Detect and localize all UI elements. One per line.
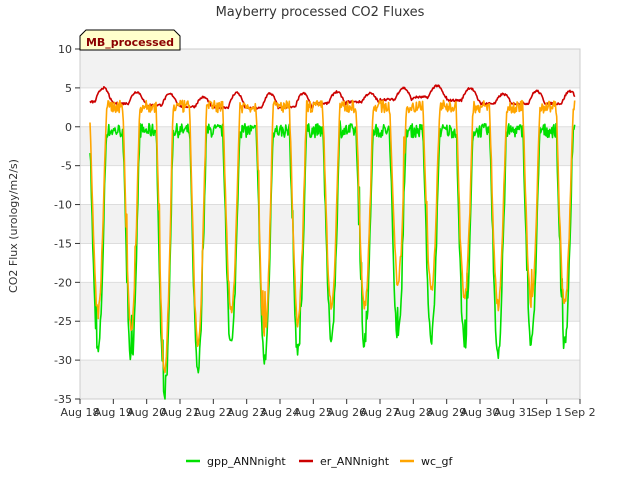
- y-tick-label: 5: [65, 82, 72, 95]
- x-tick-label: Sep 2: [564, 406, 595, 419]
- x-tick-label: Aug 25: [294, 406, 333, 419]
- y-tick-label: 10: [58, 43, 72, 56]
- mb-processed-tag: MB_processed: [79, 29, 181, 51]
- y-tick-label: -5: [61, 160, 72, 173]
- y-tick-label: -35: [54, 393, 72, 406]
- legend: gpp_ANNnight er_ANNnight wc_gf: [186, 455, 454, 468]
- x-tick-label: Aug 30: [461, 406, 500, 419]
- band: [80, 204, 580, 244]
- y-tick-label: -30: [54, 354, 72, 367]
- band: [80, 49, 580, 88]
- x-tick-label: Aug 20: [127, 406, 166, 419]
- y-tick-label: -10: [54, 199, 72, 212]
- x-tick-label: Aug 24: [261, 406, 300, 419]
- series-line-er_ANNnight: [89, 84, 576, 110]
- y-tick-label: -25: [54, 315, 72, 328]
- x-tick-label: Aug 26: [327, 406, 366, 419]
- y-tick-label: 0: [65, 121, 72, 134]
- x-tick-label: Aug 22: [194, 406, 233, 419]
- y-tick-label: -20: [54, 276, 72, 289]
- x-tick-label: Sep 1: [531, 406, 562, 419]
- y-tick-label: -15: [54, 237, 72, 250]
- x-tick-label: Aug 28: [394, 406, 433, 419]
- chart-title: Mayberry processed CO2 Fluxes: [216, 5, 425, 20]
- x-tick-label: Aug 31: [494, 406, 533, 419]
- series-line-wc_gf: [89, 99, 576, 374]
- band: [80, 360, 580, 399]
- x-tick-label: Aug 27: [361, 406, 400, 419]
- y-axis-ticks: -35 -30 -25 -20 -15 -10 -5 0 5 10: [54, 43, 80, 406]
- band: [80, 126, 580, 166]
- legend-label: er_ANNnight: [320, 455, 390, 468]
- legend-label: gpp_ANNnight: [207, 455, 286, 468]
- x-tick-label: Aug 18: [61, 406, 100, 419]
- tag-label: MB_processed: [86, 36, 174, 49]
- x-tick-label: Aug 23: [227, 406, 266, 419]
- x-tick-label: Aug 29: [427, 406, 466, 419]
- plot-frame: [79, 48, 581, 400]
- x-tick-label: Aug 19: [94, 406, 133, 419]
- legend-label: wc_gf: [421, 455, 454, 468]
- x-tick-label: Aug 21: [161, 406, 200, 419]
- series-layer: [89, 84, 576, 400]
- y-axis-label: CO2 Flux (urology/m2/s): [7, 159, 20, 293]
